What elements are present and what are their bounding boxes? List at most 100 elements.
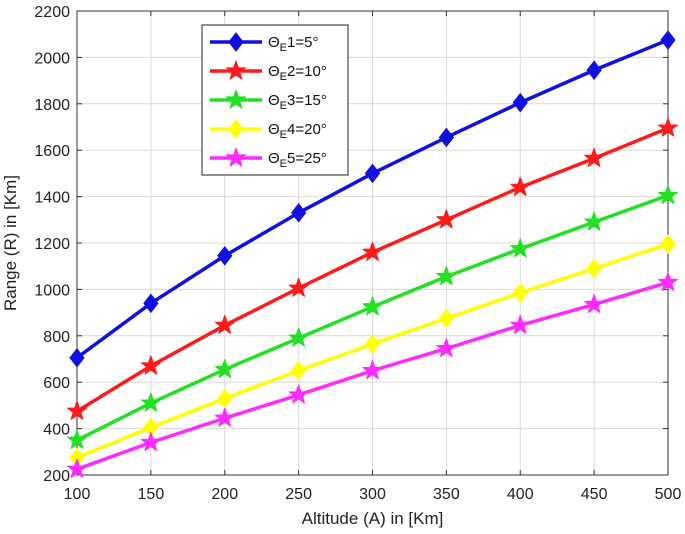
legend-item: ΘE3=15°	[210, 89, 327, 112]
x-tick-label: 350	[433, 486, 460, 503]
data-point	[288, 384, 309, 404]
x-tick-label: 250	[285, 486, 312, 503]
legend-theta: Θ	[268, 150, 280, 167]
data-point	[657, 117, 679, 137]
data-point	[214, 407, 235, 427]
legend-value: 4=20°	[287, 121, 327, 138]
data-point	[140, 432, 161, 452]
data-point	[586, 60, 602, 80]
legend-value: 5=25°	[287, 150, 327, 167]
legend-label: ΘE1=5°	[268, 34, 318, 54]
x-tick-label: 500	[655, 486, 682, 503]
data-point	[436, 209, 457, 229]
data-point	[584, 147, 605, 167]
legend-label: ΘE5=25°	[268, 150, 327, 170]
y-tick-label: 1800	[34, 97, 70, 114]
y-tick-label: 200	[43, 468, 70, 485]
series-3	[66, 184, 679, 449]
data-point	[69, 348, 85, 368]
legend-item: ΘE5=25°	[210, 147, 327, 170]
series-5	[66, 271, 679, 478]
legend-marker	[225, 147, 247, 167]
series-2	[66, 117, 679, 420]
data-point	[512, 92, 528, 113]
legend-subscript: E	[280, 71, 287, 83]
data-point	[140, 392, 161, 412]
data-point	[288, 277, 309, 297]
x-tick-label: 450	[581, 486, 608, 503]
data-point	[364, 163, 381, 184]
legend-value: 3=15°	[287, 92, 327, 109]
x-tick-label: 400	[507, 486, 534, 503]
legend-marker	[228, 119, 244, 139]
data-point	[657, 184, 679, 205]
legend-subscript: E	[280, 129, 287, 141]
x-tick-label: 300	[359, 486, 386, 503]
data-point	[214, 358, 235, 379]
series-4	[69, 234, 676, 468]
y-tick-label: 1000	[34, 282, 70, 299]
data-point	[436, 338, 457, 358]
data-point	[362, 241, 383, 261]
legend-theta: Θ	[268, 92, 280, 109]
y-axis-title: Range (R) in [Km]	[1, 175, 20, 311]
data-point	[362, 296, 383, 316]
x-axis-title: Altitude (A) in [Km]	[302, 509, 444, 528]
data-point	[510, 314, 531, 334]
legend-value: 2=10°	[287, 63, 327, 80]
legend-item: ΘE1=5°	[210, 32, 318, 54]
legend-label: ΘE4=20°	[268, 121, 327, 141]
legend-theta: Θ	[268, 34, 280, 51]
legend-theta: Θ	[268, 63, 280, 80]
data-point	[217, 245, 233, 266]
legend-subscript: E	[280, 42, 287, 54]
data-point	[584, 293, 605, 314]
data-point	[217, 388, 233, 409]
data-point	[512, 283, 528, 303]
data-point	[214, 314, 235, 334]
data-point	[586, 258, 602, 279]
legend-marker	[228, 32, 244, 52]
data-point	[66, 429, 88, 449]
y-tick-label: 2000	[34, 50, 70, 67]
legend-theta: Θ	[268, 121, 280, 138]
data-point	[290, 360, 307, 381]
data-point	[660, 30, 676, 50]
data-point	[66, 458, 88, 478]
data-point	[288, 327, 309, 347]
series-layer	[66, 30, 679, 478]
data-point	[510, 176, 531, 196]
data-point	[66, 400, 88, 420]
data-point	[143, 293, 159, 314]
legend-item: ΘE2=10°	[210, 60, 327, 83]
y-tick-label: 400	[43, 422, 70, 439]
legend-value: 1=5°	[287, 34, 318, 51]
legend-label: ΘE3=15°	[268, 92, 327, 112]
data-point	[438, 127, 455, 148]
data-point	[660, 234, 676, 254]
y-tick-label: 2200	[34, 4, 70, 21]
data-point	[584, 211, 605, 231]
legend-item: ΘE4=20°	[210, 119, 327, 141]
y-tick-label: 600	[43, 375, 70, 392]
data-point	[438, 308, 455, 329]
legend-subscript: E	[280, 158, 287, 170]
legend-label: ΘE2=10°	[268, 63, 327, 83]
axis-ticks: 100 150 200 250 300 350 400 450 500 200 400 600 800 1…	[34, 4, 681, 503]
legend-marker	[225, 60, 247, 80]
y-tick-label: 800	[43, 329, 70, 346]
data-point	[140, 355, 161, 375]
legend-items: ΘE1=5°ΘE2=10°ΘE3=15°ΘE4=20°ΘE5=25°	[210, 32, 327, 170]
x-tick-label: 150	[138, 486, 165, 503]
x-tick-label: 200	[211, 486, 238, 503]
y-tick-label: 1200	[34, 236, 70, 253]
legend-subscript: E	[280, 100, 287, 112]
legend-marker	[225, 89, 247, 109]
data-point	[510, 238, 531, 258]
legend: ΘE1=5°ΘE2=10°ΘE3=15°ΘE4=20°ΘE5=25°	[201, 24, 349, 176]
data-point	[436, 266, 457, 286]
y-tick-label: 1400	[34, 190, 70, 207]
y-tick-label: 1600	[34, 143, 70, 160]
